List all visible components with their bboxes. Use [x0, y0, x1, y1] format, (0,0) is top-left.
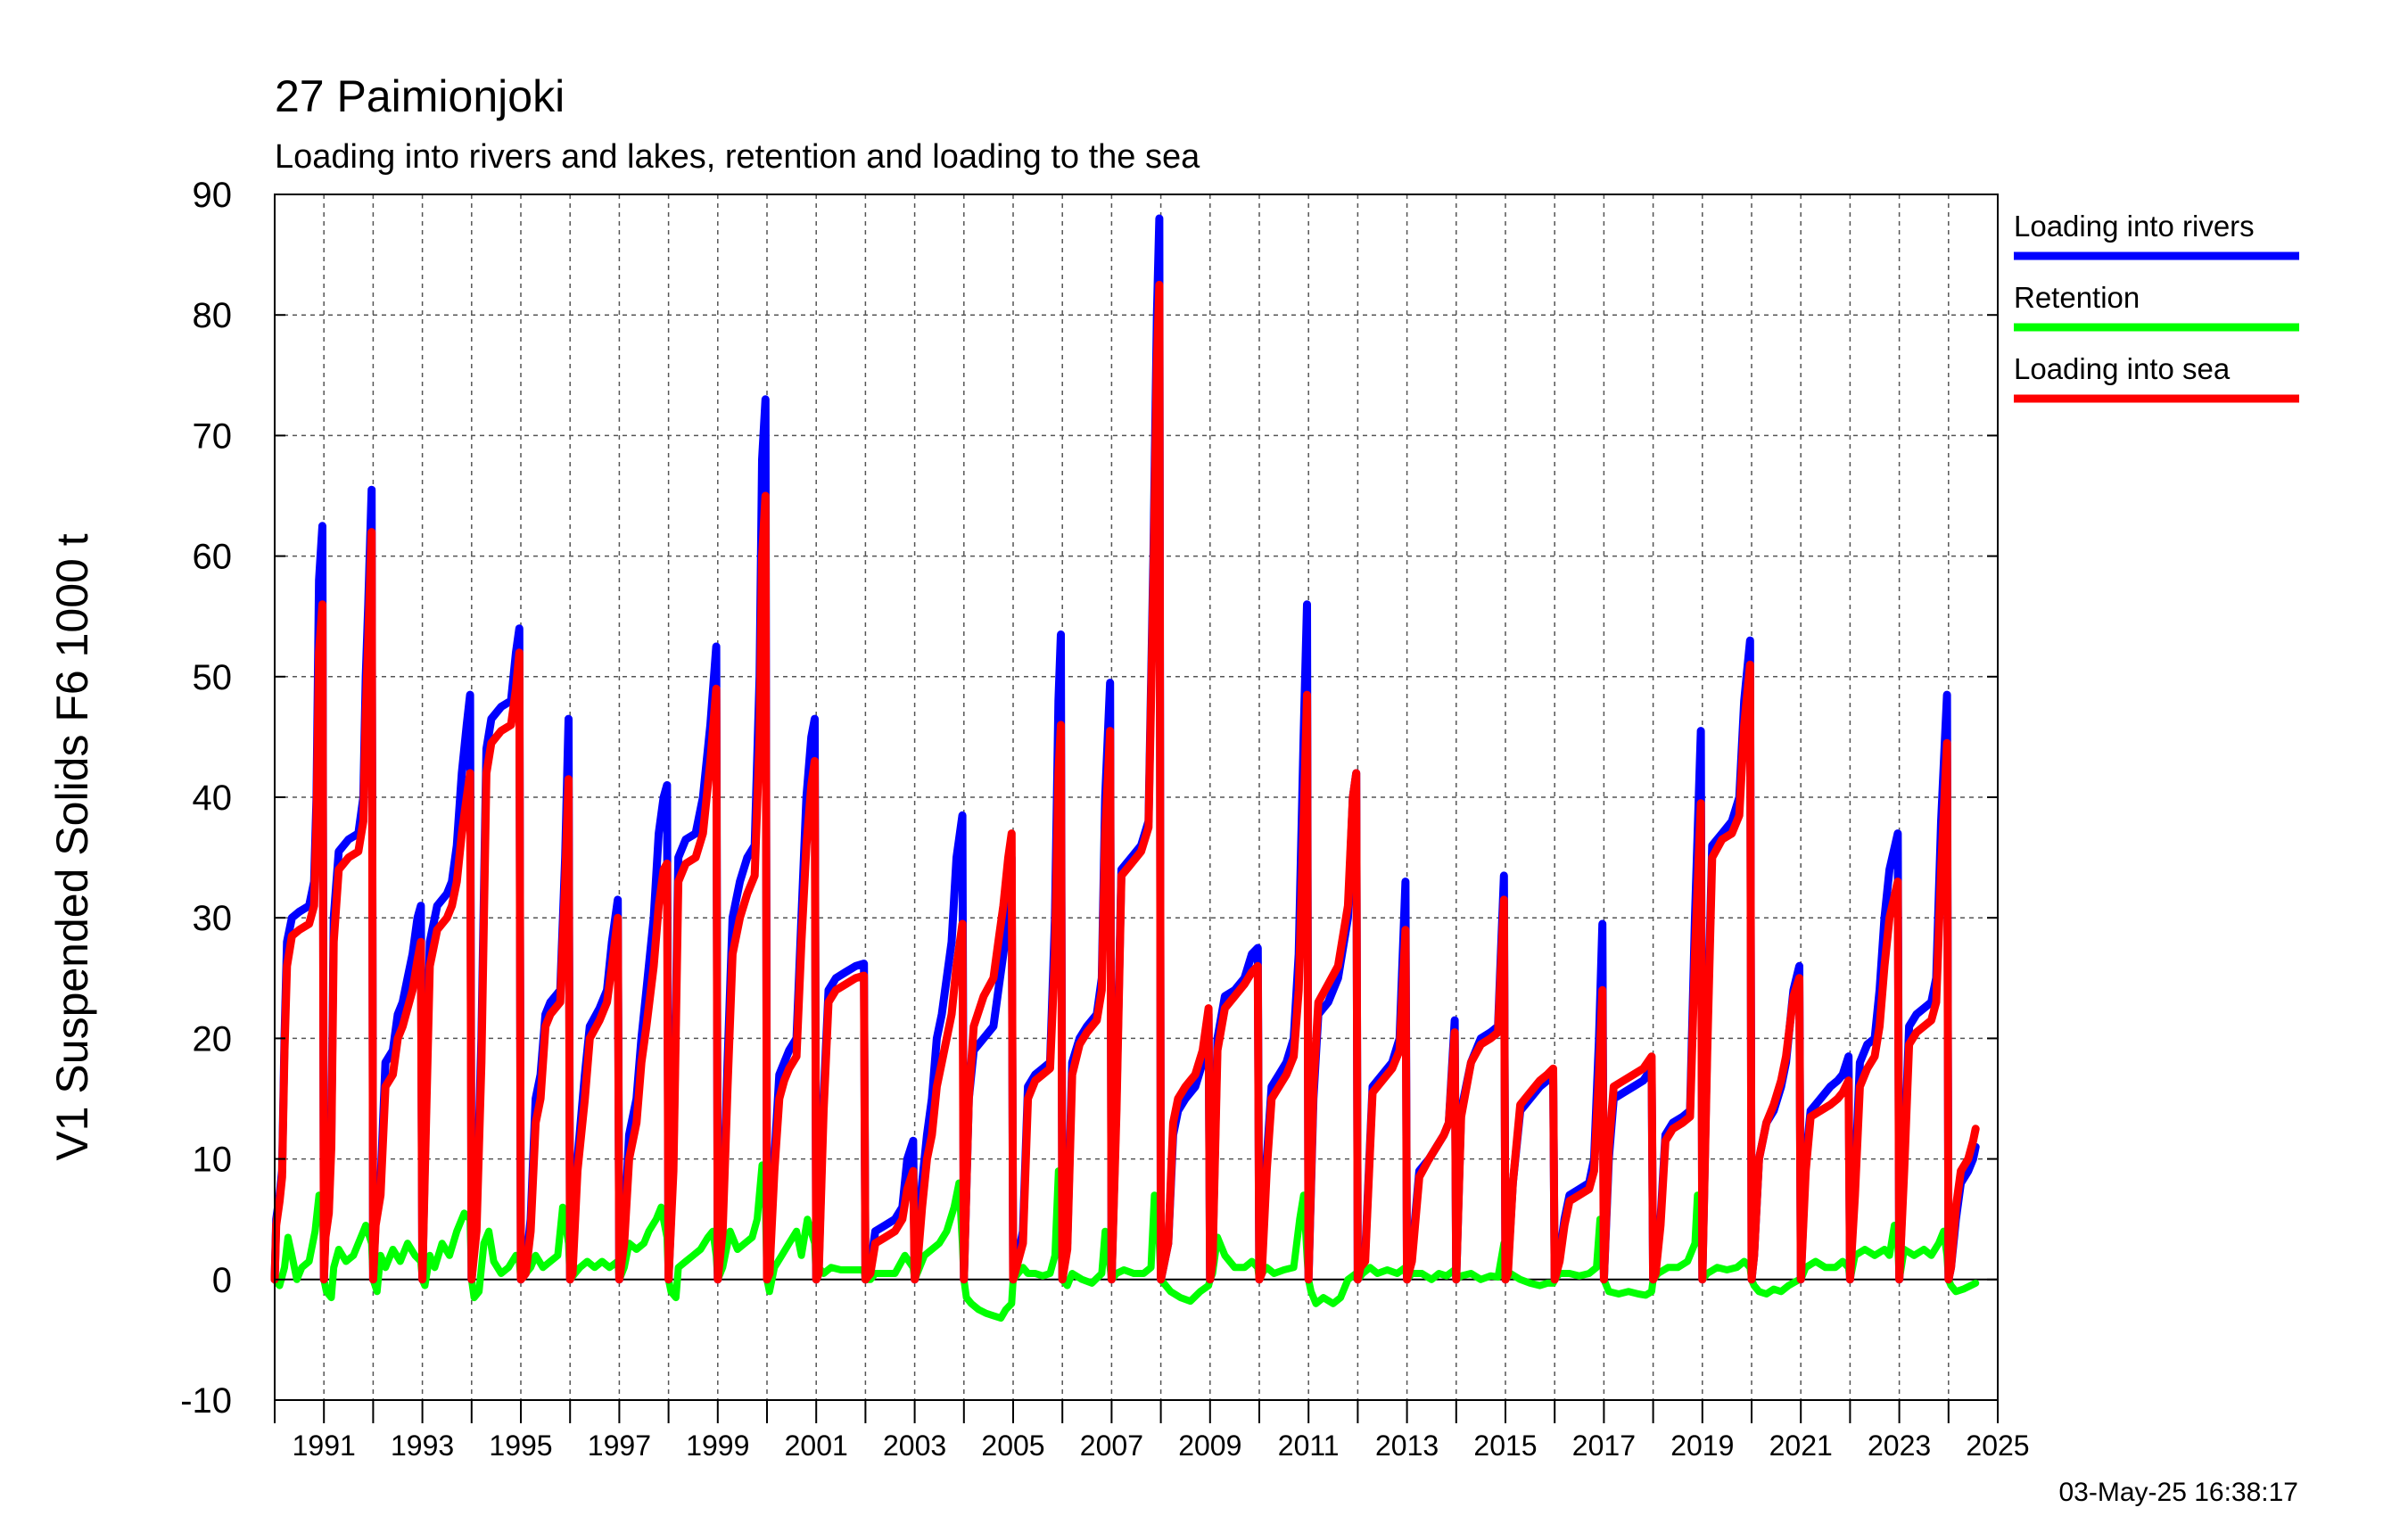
- x-tick-label: 2023: [1868, 1429, 1931, 1462]
- x-tick-label: 2001: [785, 1429, 848, 1462]
- x-tick-label: 1993: [391, 1429, 454, 1462]
- series-line-loading-into-rivers: [270, 214, 1980, 1284]
- x-tick-label: 2007: [1080, 1429, 1143, 1462]
- x-tick-label: 1997: [588, 1429, 651, 1462]
- y-axis: -10 0 10 20 30 40 50 60 70 80 90: [180, 176, 1998, 1421]
- y-tick-label: 60: [193, 538, 233, 577]
- x-tick-label: 1999: [686, 1429, 749, 1462]
- x-tick-label: 2021: [1769, 1429, 1833, 1462]
- legend-label: Retention: [2014, 281, 2140, 314]
- y-tick-label: 70: [193, 416, 233, 456]
- x-tick-label: 2009: [1178, 1429, 1241, 1462]
- y-axis-label: V1 Suspended Solids F6 1000 t: [47, 533, 97, 1160]
- y-tick-label: 50: [193, 658, 233, 697]
- chart-title: 27 Paimionjoki: [275, 71, 565, 121]
- y-tick-label: 80: [193, 296, 233, 335]
- x-tick-label: 1995: [489, 1429, 552, 1462]
- x-tick-label: 1991: [293, 1429, 356, 1462]
- series-layer: [270, 214, 1980, 1322]
- x-tick-label: 2019: [1670, 1429, 1734, 1462]
- x-tick-label: 2003: [883, 1429, 946, 1462]
- x-tick-label: 2011: [1278, 1429, 1340, 1462]
- x-tick-label: 2013: [1375, 1429, 1439, 1462]
- series-line-loading-into-sea: [270, 280, 1980, 1284]
- y-tick-label: 30: [193, 899, 233, 938]
- legend: Loading into rivers Retention Loading into…: [2014, 210, 2299, 403]
- chart-subtitle: Loading into rivers and lakes, retention…: [275, 138, 1200, 176]
- y-tick-label: -10: [180, 1381, 232, 1421]
- x-tick-label: 2025: [1966, 1429, 2029, 1462]
- y-tick-label: 20: [193, 1019, 233, 1059]
- y-tick-label: 10: [193, 1141, 233, 1180]
- x-axis: 1991 1993 1995 1997 1999 2001 2003 2005 2007 2009…: [274, 1400, 2030, 1462]
- legend-label: Loading into rivers: [2014, 210, 2255, 243]
- legend-label: Loading into sea: [2014, 352, 2231, 385]
- y-tick-label: 90: [193, 176, 233, 215]
- x-tick-label: 2015: [1473, 1429, 1537, 1462]
- y-tick-label: 40: [193, 779, 233, 818]
- x-tick-label: 2017: [1572, 1429, 1636, 1462]
- x-tick-label: 2005: [981, 1429, 1044, 1462]
- timestamp: 03-May-25 16:38:17: [2058, 1478, 2298, 1507]
- y-tick-label: 0: [212, 1261, 232, 1300]
